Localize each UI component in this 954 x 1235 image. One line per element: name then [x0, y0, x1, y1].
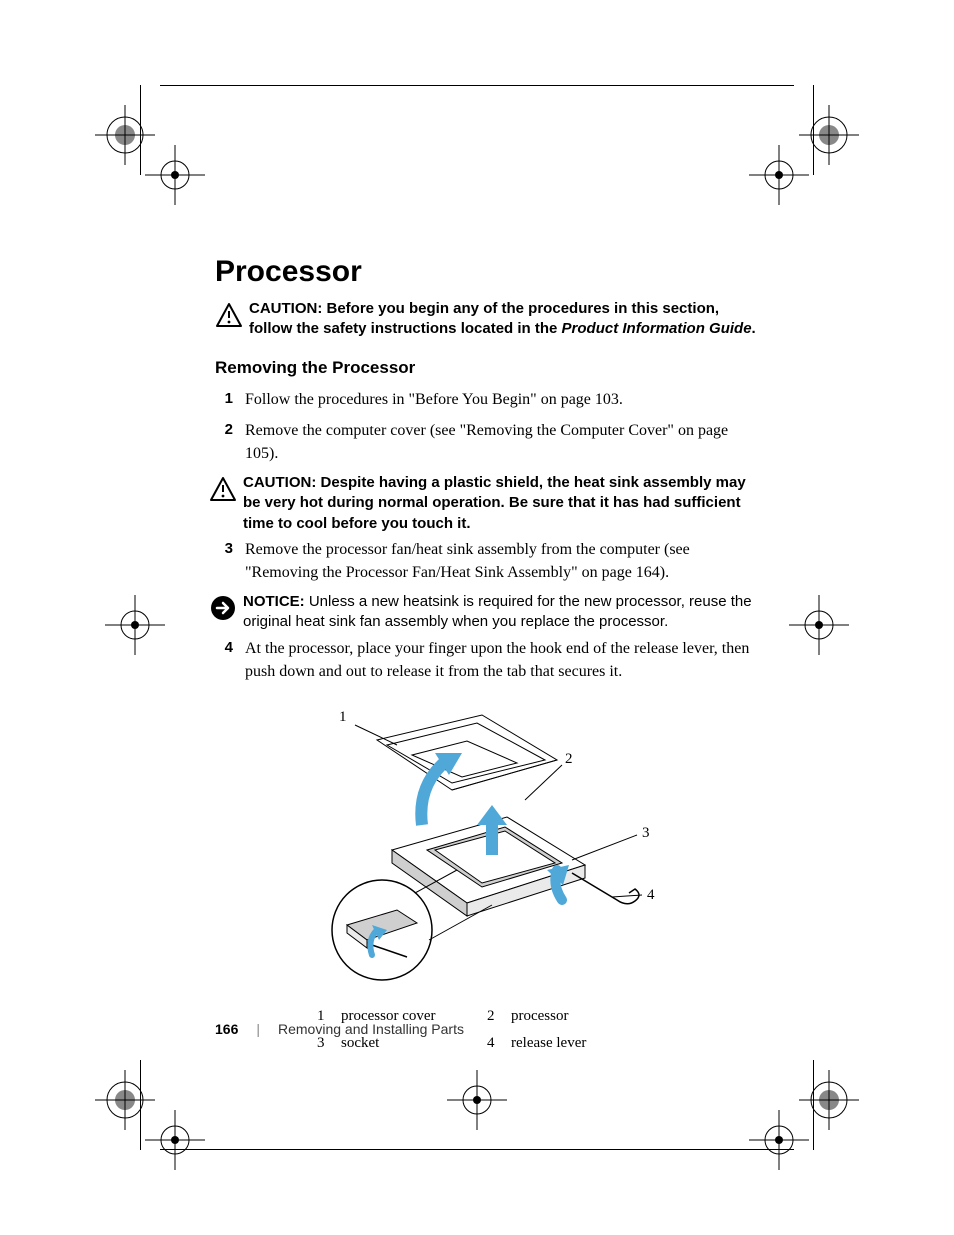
- step-body: Remove the computer cover (see "Removing…: [245, 419, 759, 465]
- content-area: Processor CAUTION: Before you begin any …: [215, 255, 759, 1057]
- crop-line: [160, 1149, 794, 1150]
- caution-label: CAUTION:: [249, 300, 322, 317]
- notice-icon: [209, 594, 237, 627]
- diagram-cover: [377, 715, 557, 790]
- processor-diagram: 1 2 3 4: [317, 705, 657, 985]
- crop-line: [160, 85, 794, 86]
- notice-label: NOTICE:: [243, 593, 305, 610]
- legend-text: release lever: [511, 1030, 657, 1057]
- caution-text: CAUTION: Despite having a plastic shield…: [243, 473, 759, 534]
- caution-icon: [209, 475, 237, 508]
- footer-separator: |: [256, 1021, 260, 1037]
- page-root: Processor CAUTION: Before you begin any …: [0, 0, 954, 1235]
- callout-label: 3: [642, 825, 650, 842]
- callout-label: 2: [565, 751, 573, 768]
- step-row: 3 Remove the processor fan/heat sink ass…: [215, 538, 759, 584]
- step-row: 1 Follow the procedures in "Before You B…: [215, 388, 759, 411]
- section-title: Processor: [215, 255, 759, 289]
- registration-mark-icon: [442, 1065, 512, 1135]
- page-number: 166: [215, 1021, 238, 1037]
- registration-mark-icon: [744, 1105, 814, 1175]
- step-body: Remove the processor fan/heat sink assem…: [245, 538, 759, 584]
- step-row: 2 Remove the computer cover (see "Removi…: [215, 419, 759, 465]
- caution-body: Despite having a plastic shield, the hea…: [243, 474, 746, 532]
- registration-mark-icon: [744, 140, 814, 210]
- step-number: 1: [215, 388, 245, 410]
- callout-label: 1: [339, 709, 347, 726]
- caution-block: CAUTION: Before you begin any of the pro…: [215, 299, 759, 340]
- footer-text: Removing and Installing Parts: [278, 1021, 464, 1037]
- step-number: 4: [215, 637, 245, 659]
- caution-icon: [215, 301, 243, 334]
- registration-mark-icon: [100, 590, 170, 660]
- diagram-closeup: [332, 880, 432, 980]
- registration-mark-icon: [784, 590, 854, 660]
- step-body: At the processor, place your finger upon…: [245, 637, 759, 683]
- caution-text: CAUTION: Before you begin any of the pro…: [249, 299, 759, 340]
- caution-block: CAUTION: Despite having a plastic shield…: [209, 473, 759, 534]
- subheading: Removing the Processor: [215, 358, 759, 378]
- registration-mark-icon: [140, 140, 210, 210]
- notice-text: NOTICE: Unless a new heatsink is require…: [243, 592, 759, 633]
- step-number: 3: [215, 538, 245, 560]
- caution-body-b: .: [752, 320, 756, 337]
- callout-label: 4: [647, 887, 655, 904]
- notice-body: Unless a new heatsink is required for th…: [243, 593, 752, 630]
- caution-label: CAUTION:: [243, 474, 316, 491]
- legend-num: 4: [487, 1030, 511, 1057]
- registration-mark-icon: [140, 1105, 210, 1175]
- legend-text: processor: [511, 1003, 657, 1030]
- legend-num: 2: [487, 1003, 511, 1030]
- page-footer: 166 | Removing and Installing Parts: [215, 1021, 464, 1037]
- notice-block: NOTICE: Unless a new heatsink is require…: [209, 592, 759, 633]
- step-number: 2: [215, 419, 245, 441]
- caution-italic: Product Information Guide: [562, 320, 752, 337]
- step-body: Follow the procedures in "Before You Beg…: [245, 388, 759, 411]
- step-row: 4 At the processor, place your finger up…: [215, 637, 759, 683]
